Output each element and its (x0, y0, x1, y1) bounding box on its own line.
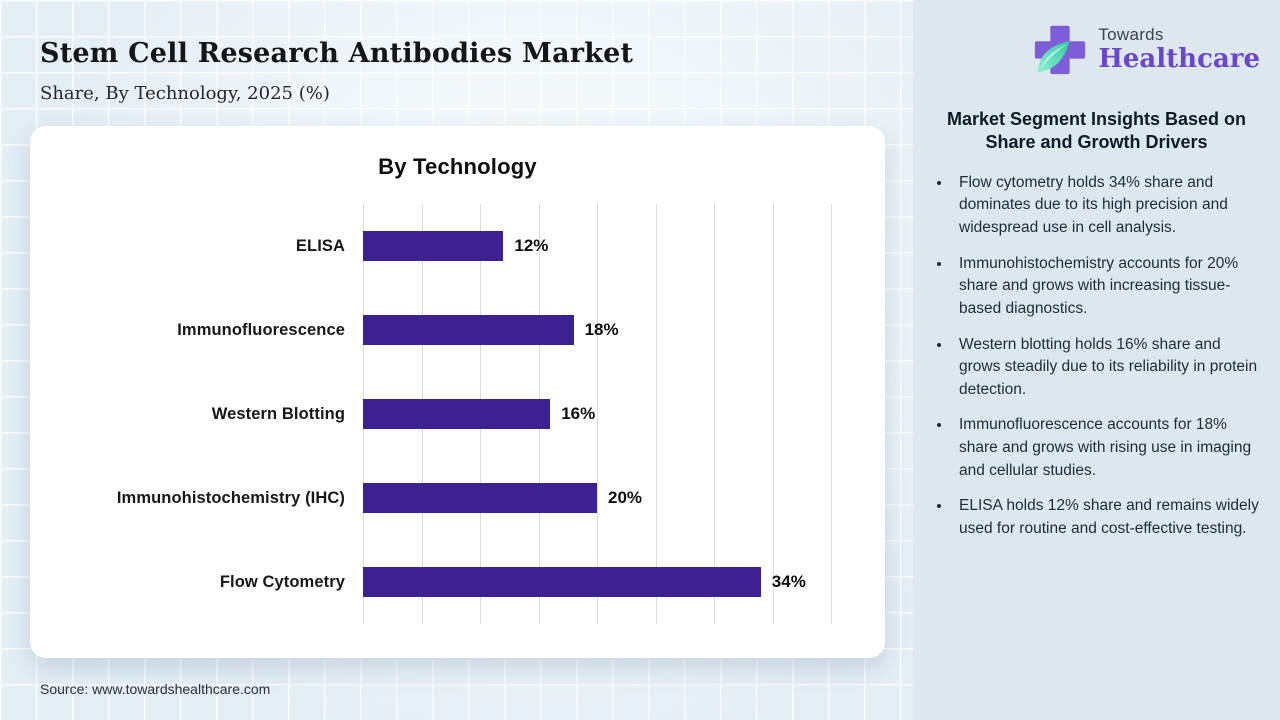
gridline (831, 204, 832, 624)
brand-logo: Towards Healthcare (913, 20, 1260, 78)
gridline (772, 204, 774, 624)
gridline (714, 204, 715, 624)
insight-bullet: Immunohistochemistry accounts for 20% sh… (952, 253, 1260, 321)
insight-bullet: Western blotting holds 16% share and gro… (952, 334, 1260, 402)
bar-chart: ELISA 12% Immunofluorescence 18% Western Blo… (30, 204, 885, 624)
bar-value-label: 34% (771, 572, 806, 591)
insight-bullet: ELISA holds 12% share and remains widely… (952, 495, 1260, 540)
category-label: Immunofluorescence (177, 320, 345, 339)
page-title: Stem Cell Research Antibodies Market (40, 38, 634, 69)
bar-value-label: 18% (584, 320, 619, 339)
category-label: Western Blotting (211, 404, 345, 423)
insight-bullet: Flow cytometry holds 34% share and domin… (952, 172, 1260, 240)
bar (363, 399, 551, 429)
chart-row: Immunofluorescence 18% (30, 288, 885, 372)
bar (363, 567, 761, 597)
category-label: Immunohistochemistry (IHC) (116, 488, 345, 507)
chart-title: By Technology (378, 154, 537, 179)
gridline (597, 204, 598, 624)
chart-rows: ELISA 12% Immunofluorescence 18% Western Blo… (30, 204, 885, 624)
insights-list: Flow cytometry holds 34% share and domin… (935, 172, 1260, 541)
chart-row: Immunohistochemistry (IHC) 20% (30, 456, 885, 540)
bar (363, 483, 597, 513)
insight-bullet: Immunofluorescence accounts for 18% shar… (952, 414, 1260, 482)
insights-heading: Market Segment Insights Based on Share a… (946, 109, 1247, 153)
source-note: Source: www.towardshealthcare.com (40, 681, 271, 697)
bar-value-label: 20% (608, 488, 643, 507)
row-plot-area: 34% (363, 567, 831, 597)
category-label: Flow Cytometry (219, 572, 345, 591)
logo-healthcare-text: Healthcare (1098, 44, 1260, 74)
bar-value-label: 16% (561, 404, 596, 423)
bar-value-label: 12% (514, 236, 549, 255)
row-plot-area: 20% (363, 483, 831, 513)
chart-row: ELISA 12% (30, 204, 885, 288)
row-plot-area: 18% (363, 315, 831, 345)
chart-card: By Technology ELISA 12% Immunofluorescence… (30, 126, 885, 658)
gridline (655, 204, 657, 624)
cross-leaf-logo-icon (1035, 25, 1086, 75)
bar (363, 315, 574, 345)
page-header: Stem Cell Research Antibodies Market Sha… (40, 38, 633, 104)
page-subtitle: Share, By Technology, 2025 (%) (40, 83, 330, 104)
chart-row: Flow Cytometry 34% (30, 540, 885, 624)
bar (363, 231, 504, 261)
category-label: ELISA (295, 236, 345, 255)
chart-row: Western Blotting 16% (30, 372, 885, 456)
insights-panel: Towards Healthcare Market Segment Insigh… (913, 0, 1280, 720)
logo-towards-text: Towards (1098, 25, 1164, 44)
row-plot-area: 16% (363, 399, 831, 429)
logo-wordmark: Towards Healthcare (1098, 26, 1260, 72)
row-plot-area: 12% (363, 231, 831, 261)
